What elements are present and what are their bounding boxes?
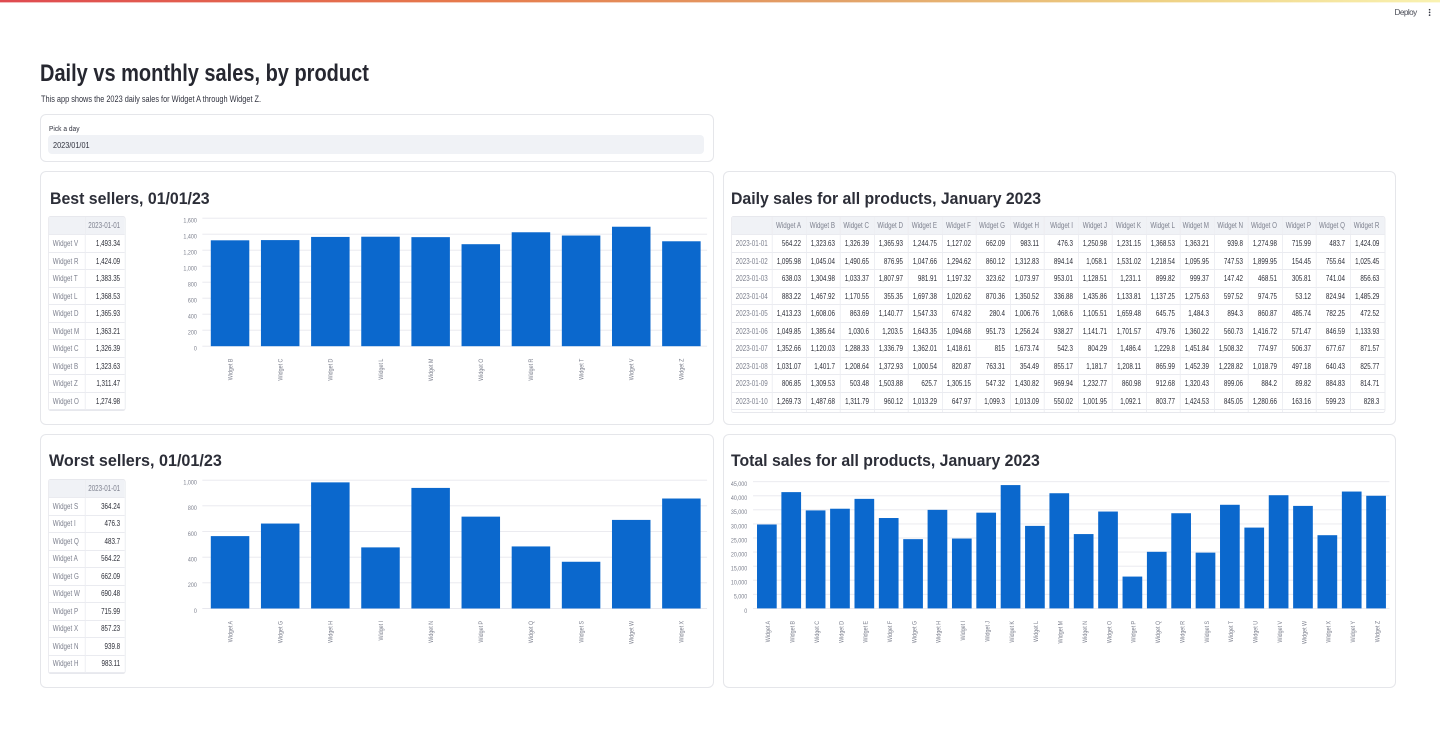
- svg-text:0: 0: [744, 608, 748, 615]
- svg-text:Widget C: Widget C: [814, 620, 821, 643]
- svg-text:200: 200: [188, 330, 197, 337]
- svg-text:Widget O: Widget O: [1107, 621, 1114, 644]
- svg-text:15,000: 15,000: [731, 566, 748, 573]
- svg-text:Widget O: Widget O: [479, 359, 486, 382]
- svg-text:Widget J: Widget J: [985, 621, 992, 642]
- svg-text:Widget A: Widget A: [228, 620, 235, 642]
- svg-text:1,000: 1,000: [184, 266, 198, 273]
- svg-text:Widget G: Widget G: [912, 621, 919, 644]
- svg-text:Widget K: Widget K: [1009, 621, 1016, 643]
- svg-text:Widget R: Widget R: [1180, 620, 1187, 643]
- svg-text:Widget V: Widget V: [629, 359, 636, 381]
- svg-text:1,600: 1,600: [184, 218, 198, 225]
- svg-text:1,000: 1,000: [184, 480, 198, 487]
- svg-text:Widget W: Widget W: [1302, 621, 1309, 644]
- svg-text:45,000: 45,000: [731, 482, 748, 489]
- svg-text:Widget N: Widget N: [1082, 621, 1089, 643]
- svg-text:Widget U: Widget U: [1253, 621, 1260, 643]
- svg-text:Widget Q: Widget Q: [1156, 621, 1163, 644]
- svg-text:Widget D: Widget D: [839, 620, 846, 643]
- svg-text:25,000: 25,000: [731, 538, 748, 545]
- svg-text:20,000: 20,000: [731, 552, 748, 559]
- svg-text:Widget B: Widget B: [228, 359, 235, 381]
- svg-text:200: 200: [188, 583, 197, 590]
- svg-text:Widget Q: Widget Q: [529, 621, 536, 644]
- svg-text:Widget A: Widget A: [766, 620, 773, 642]
- svg-text:600: 600: [188, 531, 197, 538]
- svg-text:Widget X: Widget X: [1326, 621, 1333, 643]
- svg-text:1,400: 1,400: [184, 234, 198, 241]
- svg-text:Widget D: Widget D: [328, 358, 335, 381]
- svg-text:Widget I: Widget I: [379, 621, 386, 641]
- svg-text:Widget R: Widget R: [529, 358, 536, 381]
- svg-text:35,000: 35,000: [731, 510, 748, 517]
- svg-text:Widget X: Widget X: [679, 621, 686, 643]
- svg-text:Widget P: Widget P: [479, 621, 486, 643]
- svg-text:Widget E: Widget E: [863, 621, 870, 643]
- svg-text:Widget T: Widget T: [579, 359, 586, 381]
- svg-text:Widget Z: Widget Z: [1375, 621, 1382, 643]
- svg-text:10,000: 10,000: [731, 580, 748, 587]
- svg-text:Widget S: Widget S: [579, 621, 586, 643]
- svg-text:1,200: 1,200: [184, 250, 198, 257]
- svg-text:Widget M: Widget M: [1058, 621, 1065, 644]
- svg-text:Widget L: Widget L: [379, 358, 386, 380]
- svg-text:Widget Y: Widget Y: [1350, 621, 1357, 643]
- svg-text:40,000: 40,000: [731, 496, 748, 503]
- svg-text:Widget B: Widget B: [790, 621, 797, 643]
- svg-text:400: 400: [188, 314, 197, 321]
- svg-text:Widget W: Widget W: [629, 621, 636, 644]
- svg-text:Widget L: Widget L: [1034, 620, 1041, 642]
- svg-text:600: 600: [188, 298, 197, 305]
- svg-text:Widget H: Widget H: [328, 621, 335, 643]
- svg-text:800: 800: [188, 506, 197, 513]
- svg-text:30,000: 30,000: [731, 524, 748, 531]
- svg-text:400: 400: [188, 557, 197, 564]
- svg-text:Widget P: Widget P: [1131, 621, 1138, 643]
- svg-text:Widget C: Widget C: [278, 358, 285, 381]
- svg-text:Widget N: Widget N: [429, 621, 436, 643]
- svg-text:Widget V: Widget V: [1277, 621, 1284, 643]
- svg-text:Widget H: Widget H: [936, 621, 943, 643]
- svg-text:Widget T: Widget T: [1229, 621, 1236, 643]
- svg-text:0: 0: [194, 346, 198, 353]
- svg-text:Widget F: Widget F: [887, 621, 894, 643]
- svg-text:Widget M: Widget M: [429, 359, 436, 382]
- svg-text:5,000: 5,000: [734, 594, 748, 601]
- svg-text:Widget Z: Widget Z: [679, 359, 686, 381]
- svg-text:0: 0: [194, 608, 198, 615]
- svg-text:Widget S: Widget S: [1204, 621, 1211, 643]
- svg-text:Widget I: Widget I: [961, 621, 968, 641]
- svg-text:Widget G: Widget G: [278, 621, 285, 644]
- svg-text:800: 800: [188, 282, 197, 289]
